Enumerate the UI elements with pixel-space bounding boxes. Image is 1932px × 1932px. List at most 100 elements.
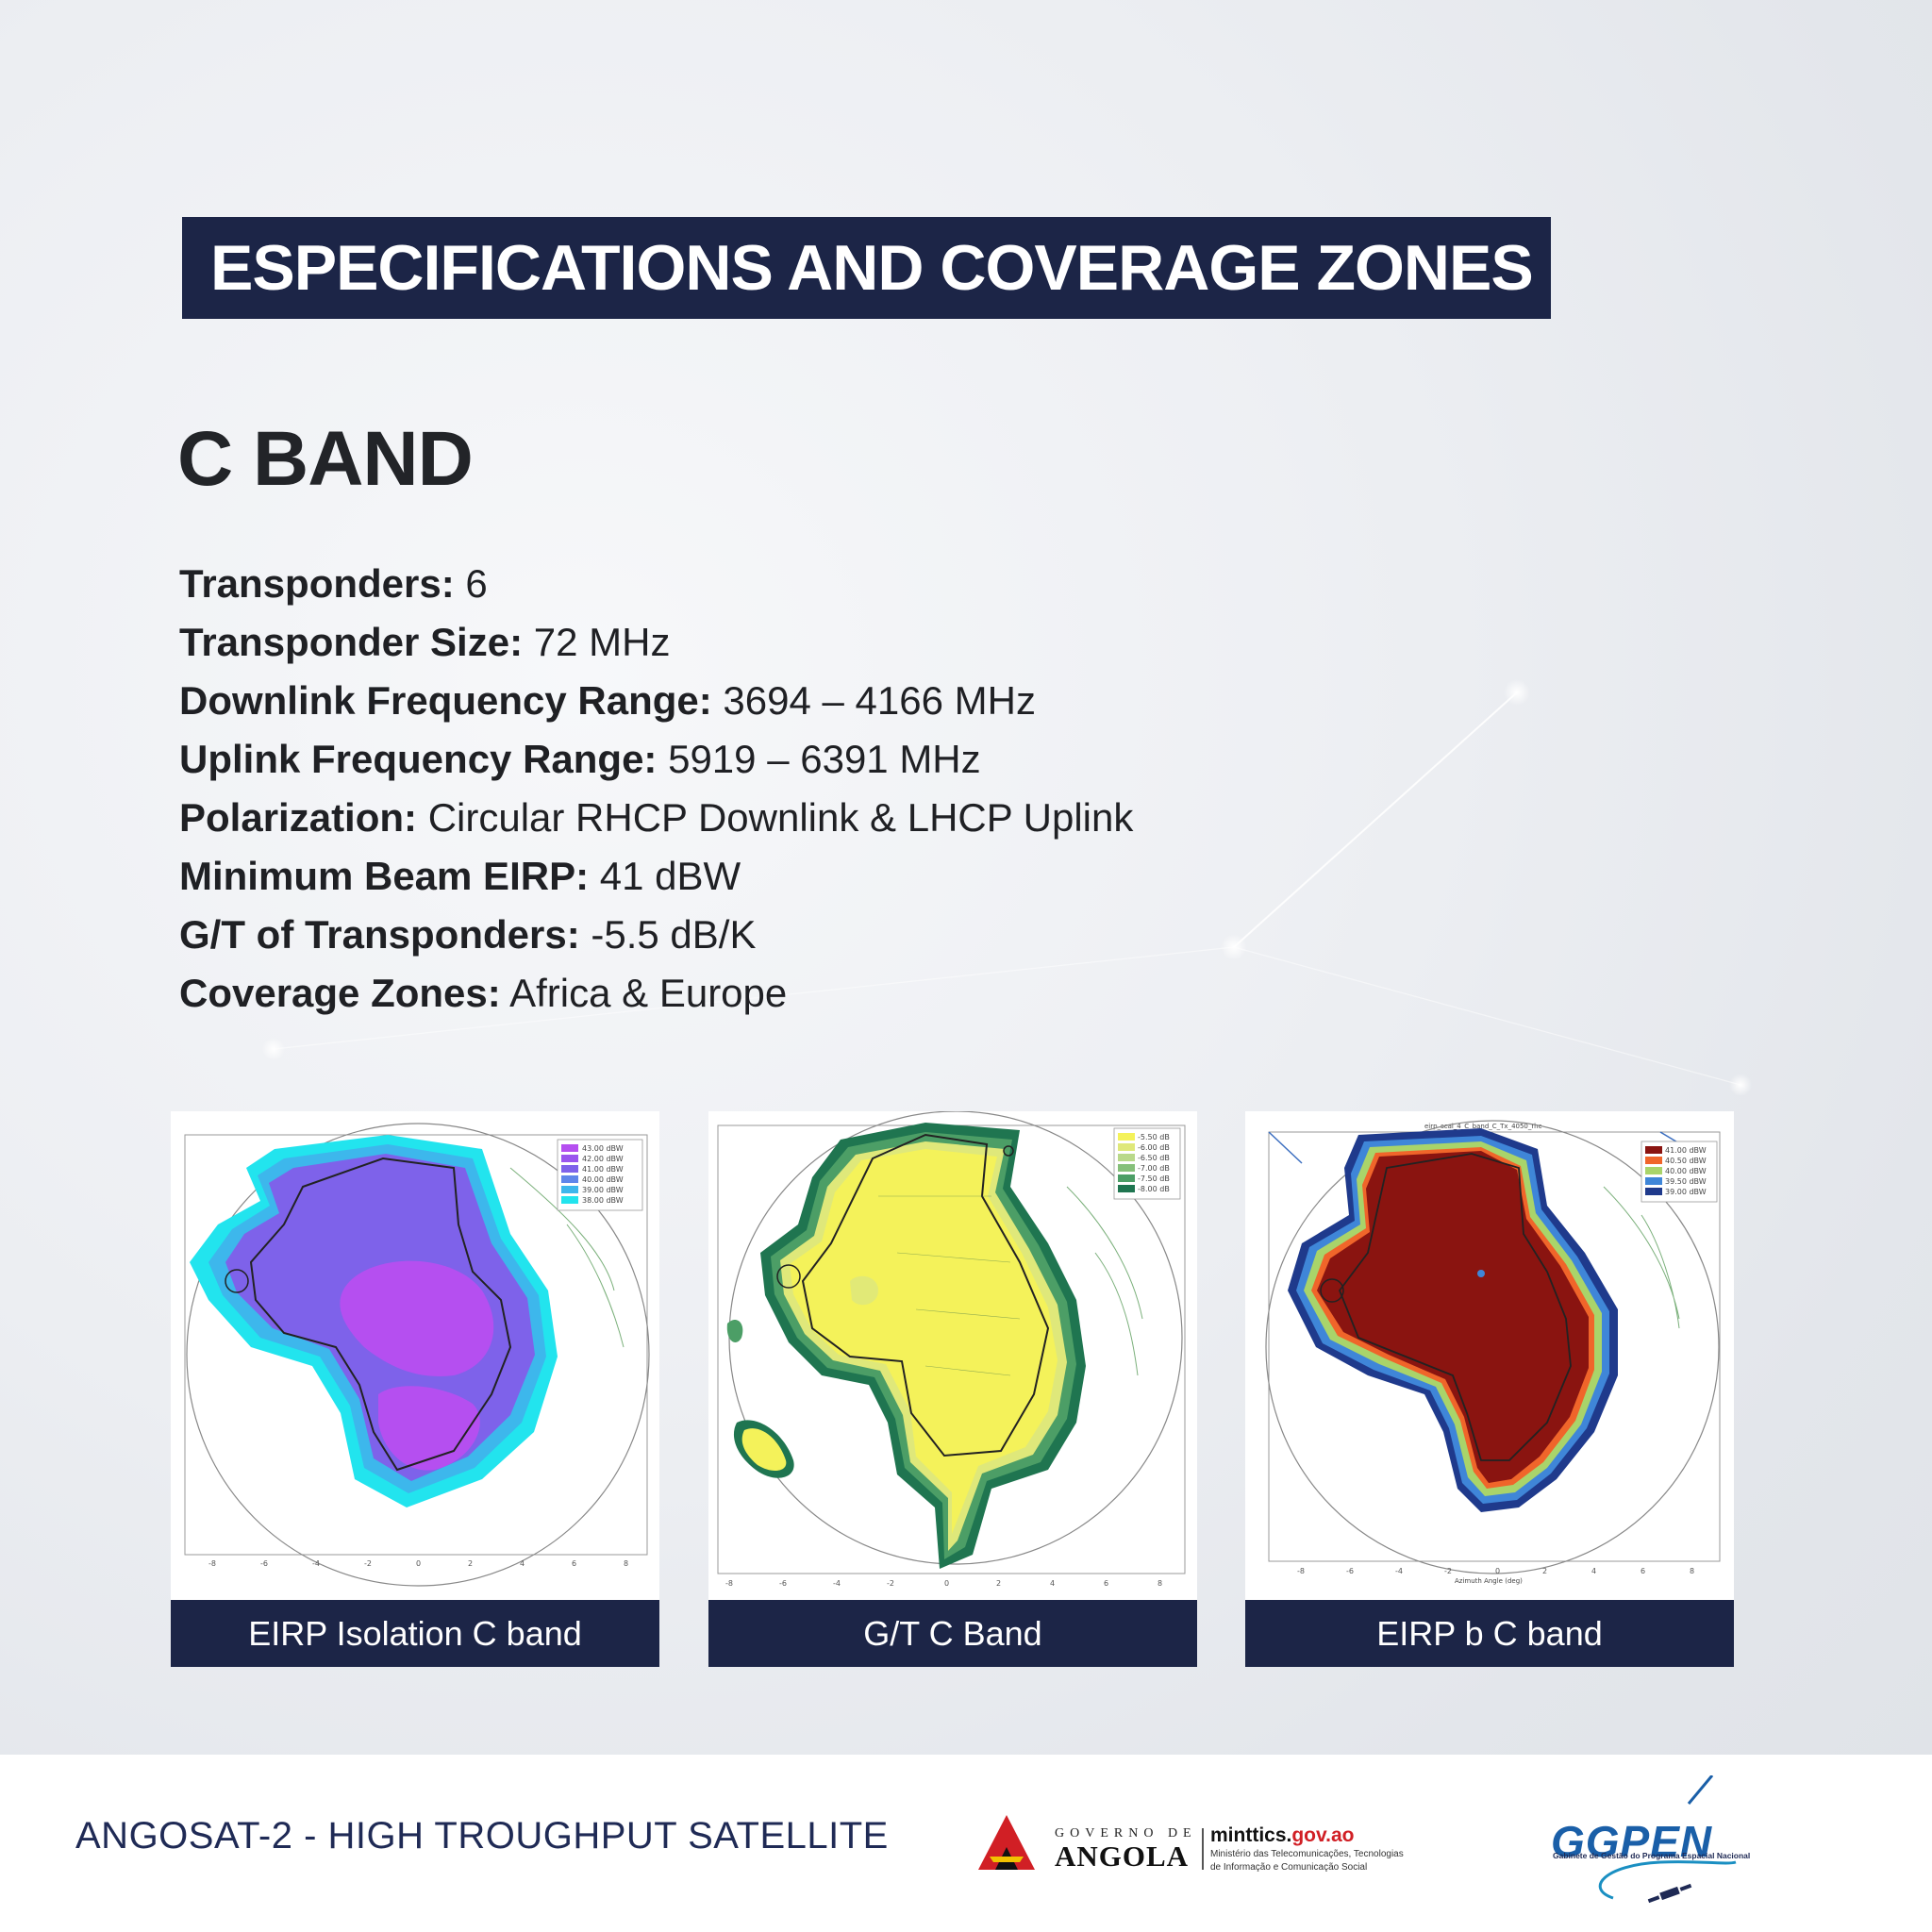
ministry-site-main: minttics. (1210, 1824, 1292, 1846)
spec-row-gt: G/T of Transponders: -5.5 dB/K (179, 906, 1133, 964)
x-tick: 0 (1495, 1567, 1500, 1575)
x-tick: 2 (996, 1579, 1001, 1588)
spec-label: G/T of Transponders: (179, 912, 580, 957)
x-tick: 2 (468, 1559, 473, 1568)
spec-value: 3694 – 4166 MHz (711, 678, 1036, 723)
spec-row-downlink: Downlink Frequency Range: 3694 – 4166 MH… (179, 672, 1133, 730)
map-caption: EIRP b C band (1245, 1600, 1734, 1667)
ministry-site: minttics.gov.ao (1210, 1824, 1404, 1847)
map-caption: G/T C Band (708, 1600, 1197, 1667)
legend-label: 40.50 dBW (1665, 1157, 1707, 1165)
x-tick: -8 (1297, 1567, 1305, 1575)
spec-row-transponders: Transponders: 6 (179, 555, 1133, 613)
legend-label: 39.50 dBW (1665, 1177, 1707, 1186)
x-tick: 6 (1641, 1567, 1645, 1575)
ministry-desc-line-2: de Informação e Comunicação Social (1210, 1862, 1368, 1873)
legend-label: -7.50 dB (1138, 1174, 1170, 1183)
x-tick: -4 (833, 1579, 841, 1588)
legend-label: -7.00 dB (1138, 1164, 1170, 1173)
ggpen-tagline: Gabinete de Gestão do Programa Espacial … (1553, 1851, 1751, 1860)
footer-title: ANGOSAT-2 - HIGH TROUGHPUT SATELLITE (75, 1815, 889, 1857)
map-legend: -5.50 dB -6.00 dB -6.50 dB -7.00 dB -7.5… (1113, 1127, 1181, 1200)
spec-label: Polarization: (179, 795, 418, 840)
ggpen-wordmark: GGPEN (1551, 1817, 1713, 1866)
legend-label: 41.00 dBW (582, 1165, 624, 1174)
x-axis-ticks: -8 -6 -4 -2 0 2 4 6 8 (208, 1559, 628, 1568)
x-tick: -2 (887, 1579, 894, 1588)
x-tick: -6 (779, 1579, 787, 1588)
map-caption-text: EIRP b C band (1376, 1613, 1603, 1653)
spec-row-uplink: Uplink Frequency Range: 5919 – 6391 MHz (179, 730, 1133, 789)
spec-label: Downlink Frequency Range: (179, 678, 712, 723)
spec-value: 72 MHz (523, 620, 671, 664)
x-tick: -2 (364, 1559, 372, 1568)
x-tick: 4 (520, 1559, 525, 1568)
x-tick: -8 (208, 1559, 216, 1568)
band-heading: C BAND (177, 416, 474, 502)
map-caption-text: G/T C Band (863, 1613, 1042, 1653)
angola-emblem-logo (978, 1815, 1035, 1870)
coverage-map-eirp-b: eirp_scal_4_C_band_C_Tx_4050_rhc 41.00 d (1245, 1111, 1734, 1600)
legend-label: 39.00 dBW (1665, 1188, 1707, 1196)
spec-label: Coverage Zones: (179, 971, 501, 1015)
x-tick: 0 (944, 1579, 949, 1588)
x-tick: -2 (1444, 1567, 1452, 1575)
x-tick: 6 (1104, 1579, 1108, 1588)
section-title-banner: ESPECIFICATIONS AND COVERAGE ZONES (182, 217, 1551, 319)
spec-row-transponder-size: Transponder Size: 72 MHz (179, 613, 1133, 672)
x-tick: -4 (1395, 1567, 1403, 1575)
x-tick: 0 (416, 1559, 421, 1568)
ministry-desc-line-1: Ministério das Telecomunicações, Tecnolo… (1210, 1849, 1404, 1859)
legend-label: 40.00 dBW (1665, 1167, 1707, 1175)
spec-row-polarization: Polarization: Circular RHCP Downlink & L… (179, 789, 1133, 847)
section-title: ESPECIFICATIONS AND COVERAGE ZONES (210, 232, 1534, 304)
x-axis-ticks: -8 -6 -4 -2 0 2 4 6 8 (725, 1579, 1162, 1588)
legend-label: 39.00 dBW (582, 1186, 624, 1194)
map-caption: EIRP Isolation C band (171, 1600, 659, 1667)
legend-label: 41.00 dBW (1665, 1146, 1707, 1155)
gov-small-text: GOVERNO DE (1055, 1826, 1197, 1840)
map-legend: 41.00 dBW 40.50 dBW 40.00 dBW 39.50 dBW … (1641, 1141, 1718, 1203)
spec-label: Minimum Beam EIRP: (179, 854, 590, 898)
logo-divider (1202, 1828, 1204, 1870)
legend-label: -5.50 dB (1138, 1133, 1170, 1141)
x-tick: 4 (1050, 1579, 1055, 1588)
spec-label: Transponder Size: (179, 620, 524, 664)
map-caption-text: EIRP Isolation C band (248, 1613, 582, 1653)
x-tick: 4 (1591, 1567, 1596, 1575)
x-tick: -4 (312, 1559, 320, 1568)
map-card-eirp-b: eirp_scal_4_C_band_C_Tx_4050_rhc 41.00 d (1245, 1111, 1734, 1667)
ggpen-orbit-logo (1598, 1775, 1737, 1904)
footer (0, 1755, 1932, 1932)
spec-value: Circular RHCP Downlink & LHCP Uplink (417, 795, 1134, 840)
legend-label: -8.00 dB (1138, 1185, 1170, 1193)
spec-list: Transponders: 6 Transponder Size: 72 MHz… (179, 555, 1133, 1023)
spec-value: 41 dBW (589, 854, 741, 898)
coverage-map-gt: -5.50 dB -6.00 dB -6.50 dB -7.00 dB -7.5… (708, 1111, 1197, 1600)
plot-title: eirp_scal_4_C_band_C_Tx_4050_rhc (1424, 1123, 1542, 1130)
spec-label: Transponders: (179, 561, 455, 606)
ministry-block: minttics.gov.ao Ministério das Telecomun… (1210, 1824, 1404, 1874)
spec-value: -5.5 dB/K (579, 912, 757, 957)
coverage-map-eirp-isolation: 43.00 dBW 42.00 dBW 41.00 dBW 40.00 dBW … (171, 1111, 659, 1600)
map-card-gt: -5.50 dB -6.00 dB -6.50 dB -7.00 dB -7.5… (708, 1111, 1197, 1667)
x-tick: 8 (1158, 1579, 1162, 1588)
x-tick: -8 (725, 1579, 733, 1588)
legend-label: 43.00 dBW (582, 1144, 624, 1153)
x-axis-label: Azimuth Angle (deg) (1455, 1577, 1523, 1585)
map-card-eirp-isolation: 43.00 dBW 42.00 dBW 41.00 dBW 40.00 dBW … (171, 1111, 659, 1667)
x-tick: -6 (1346, 1567, 1354, 1575)
spec-value: 6 (454, 561, 488, 606)
legend-label: -6.50 dB (1138, 1154, 1170, 1162)
spec-value: Africa & Europe (500, 971, 788, 1015)
gov-big-text: ANGOLA (1055, 1840, 1190, 1873)
spec-row-min-eirp: Minimum Beam EIRP: 41 dBW (179, 847, 1133, 906)
x-tick: -6 (260, 1559, 268, 1568)
legend-label: 38.00 dBW (582, 1196, 624, 1205)
spec-row-coverage: Coverage Zones: Africa & Europe (179, 964, 1133, 1023)
x-tick: 2 (1542, 1567, 1547, 1575)
x-axis-ticks: -8 -6 -4 -2 0 2 4 6 8 (1297, 1567, 1694, 1575)
x-tick: 8 (624, 1559, 628, 1568)
spec-value: 5919 – 6391 MHz (657, 737, 981, 781)
map-legend: 43.00 dBW 42.00 dBW 41.00 dBW 40.00 dBW … (557, 1139, 643, 1211)
